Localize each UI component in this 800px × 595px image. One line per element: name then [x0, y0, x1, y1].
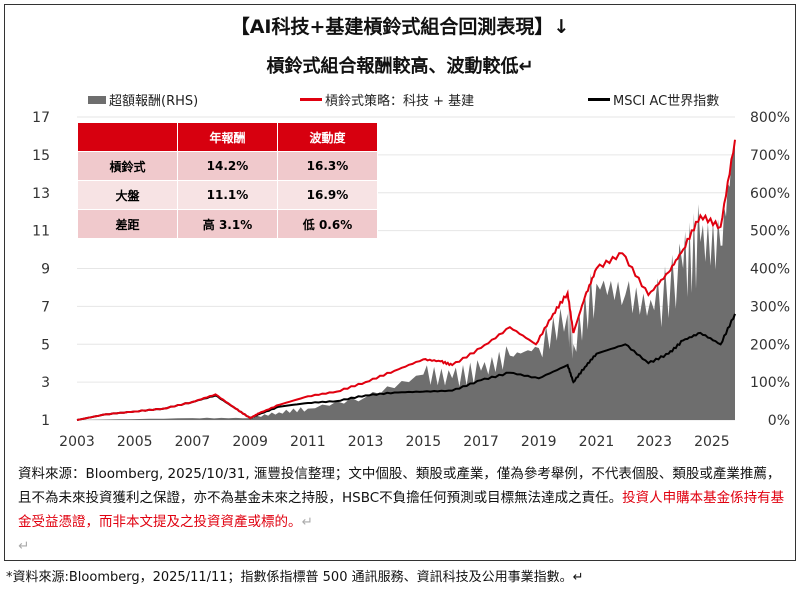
x-tick-label: 2013 [348, 434, 384, 450]
x-tick-label: 2011 [290, 434, 326, 450]
x-tick-label: 2009 [232, 434, 268, 450]
y-left-tick-label: 3 [41, 375, 50, 391]
table-header [77, 122, 178, 152]
chart-subtitle: 槓鈴式組合報酬較高、波動較低↵ [266, 56, 534, 77]
y-left-tick-label: 7 [41, 299, 50, 315]
x-tick-label: 2015 [405, 434, 441, 450]
table-row: 大盤 11.1% 16.9% [77, 180, 378, 210]
table-cell: 16.9% [277, 180, 378, 210]
y-left-tick-label: 15 [32, 148, 50, 164]
legend-strategy: 槓鈴式策略：科技 + 基建 [300, 90, 474, 109]
chart-frame [4, 4, 796, 561]
excess-return-area [77, 139, 735, 420]
chart-plot: 1 0% 3 100% 5 200% 7 300% 9 400% 11 500% 13 600% 15 700… [32, 110, 790, 450]
stats-table: 年報酬 波動度 槓鈴式 14.2% 16.3% 大盤 11.1% 16.9% 差距高 3.… [77, 122, 378, 239]
y-right-tick-label: 200% [750, 337, 790, 353]
y-left-tick-label: 5 [41, 337, 50, 353]
x-tick-label: 2021 [579, 434, 615, 450]
legend-swatch-msci [588, 98, 610, 101]
x-tick-label: 2005 [117, 434, 153, 450]
y-left-tick-label: 13 [32, 186, 50, 202]
x-tick-label: 2019 [521, 434, 557, 450]
y-left-tick-label: 9 [41, 262, 50, 278]
table-cell: 11.1% [177, 180, 278, 210]
table-cell: 高 3.1% [177, 209, 278, 239]
table-header: 波動度 [277, 122, 378, 152]
y-left-tick-label: 11 [32, 224, 50, 240]
y-right-tick-label: 100% [750, 375, 790, 391]
chart-title: 【AI科技+基建槓鈴式組合回測表現】↓ [230, 16, 570, 38]
y-left-tick-label: 17 [32, 110, 50, 126]
x-tick-label: 2023 [636, 434, 672, 450]
paragraph-mark: ↵ [18, 538, 30, 554]
legend-label: MSCI AC世界指數 [613, 94, 720, 109]
table-cell: 槓鈴式 [77, 151, 178, 181]
note-text: 資料來源：Bloomberg, 2025/10/31, 滙豐投信整理；文中個股、… [18, 466, 781, 506]
legend-excess: 超額報酬(RHS) [88, 90, 198, 109]
paragraph-mark: ↵ [301, 514, 313, 530]
table-cell: 差距 [77, 209, 178, 239]
y-right-tick-label: 700% [750, 148, 790, 164]
y-right-tick-label: 400% [750, 262, 790, 278]
source-note: 資料來源：Bloomberg, 2025/10/31, 滙豐投信整理；文中個股、… [18, 462, 786, 558]
table-cell: 低 0.6% [277, 209, 378, 239]
note-warning: 投資人申購本基金係持有基金受益憑證，而非本文提及之投資資產或標的。 [18, 490, 785, 530]
table-cell: 14.2% [177, 151, 278, 181]
footnote: *資料來源:Bloomberg，2025/11/11；指數係指標普 500 通訊… [6, 570, 584, 585]
legend-swatch-excess [88, 95, 106, 104]
y-right-tick-label: 800% [750, 110, 790, 126]
y-left-tick-label: 1 [41, 413, 50, 429]
x-tick-label: 2025 [694, 434, 730, 450]
y-right-tick-label: 600% [750, 186, 790, 202]
x-tick-label: 2003 [59, 434, 95, 450]
table-header: 年報酬 [177, 122, 278, 152]
x-tick-label: 2017 [463, 434, 499, 450]
legend-msci: MSCI AC世界指數 [588, 90, 719, 109]
table-row: 槓鈴式 14.2% 16.3% [77, 151, 378, 181]
y-right-tick-label: 300% [750, 299, 790, 315]
table-row: 差距高 3.1% 低 0.6% [77, 209, 378, 239]
table-cell: 大盤 [77, 180, 178, 210]
legend-label: 超額報酬(RHS) [109, 94, 199, 109]
table-cell: 16.3% [277, 151, 378, 181]
strategy-line [76, 139, 736, 421]
y-right-tick-label: 0% [768, 413, 790, 429]
legend-label: 槓鈴式策略：科技 + 基建 [325, 94, 475, 109]
legend-swatch-strategy [300, 98, 322, 101]
x-tick-label: 2007 [175, 434, 211, 450]
y-right-tick-label: 500% [750, 224, 790, 240]
